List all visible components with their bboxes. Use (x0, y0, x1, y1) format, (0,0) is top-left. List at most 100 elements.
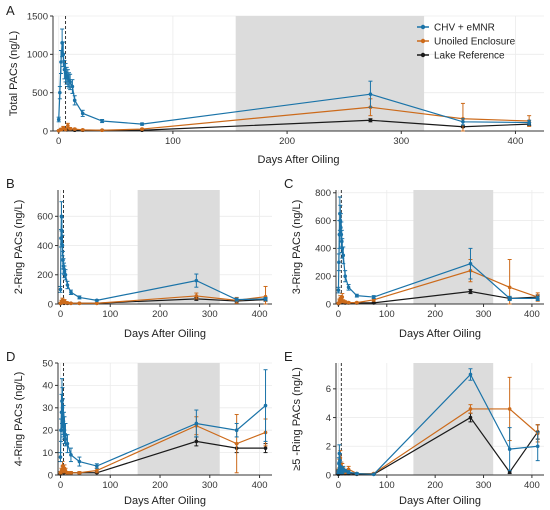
x-axis-title: Days After Oiling (399, 328, 481, 340)
data-point (346, 470, 351, 474)
data-point (77, 459, 82, 464)
x-tick-label: 200 (152, 480, 168, 491)
series-chv-emnr (336, 196, 540, 302)
legend-swatch-point (420, 52, 426, 58)
x-tick-label: 0 (58, 309, 63, 320)
data-point (140, 127, 144, 131)
data-point (59, 214, 64, 219)
data-point (68, 126, 72, 131)
data-point (61, 52, 66, 57)
data-point (69, 470, 73, 475)
shaded-period (413, 190, 494, 304)
data-point (58, 90, 62, 95)
x-tick-label: 400 (252, 480, 268, 491)
legend-swatch-point (420, 24, 426, 30)
data-point (194, 294, 199, 298)
data-point (346, 285, 351, 290)
x-tick-label: 0 (336, 480, 341, 491)
data-point (368, 92, 373, 96)
data-point (263, 297, 268, 301)
y-tick-label: 0 (48, 470, 53, 481)
data-point (69, 453, 73, 457)
panel-c: C 0 100 200 300 400 0 200 400 600 800 Days After Oi… (284, 176, 544, 340)
data-point (355, 471, 359, 476)
x-tick-label: 0 (56, 136, 61, 147)
y-tick-label: 400 (37, 241, 53, 252)
x-tick-label: 100 (102, 309, 118, 320)
data-point (65, 470, 70, 475)
data-point (62, 67, 67, 72)
data-point (535, 444, 540, 449)
data-point (507, 407, 512, 411)
data-point (337, 461, 341, 466)
series-chv-emnr (58, 201, 268, 303)
data-point (69, 290, 73, 295)
legend-entry: CHV + eMNR (417, 23, 495, 34)
data-point (371, 295, 376, 299)
y-tick-label: 40 (42, 381, 53, 392)
x-tick-label: 300 (476, 309, 492, 320)
y-axis-title: 3-Ring PACs (ng/L) (291, 200, 303, 295)
data-point (355, 293, 359, 298)
x-tick-label: 300 (393, 136, 409, 147)
y-tick-label: 600 (315, 216, 331, 227)
data-point (58, 455, 63, 459)
x-tick-label: 100 (165, 136, 181, 147)
data-point (60, 399, 64, 403)
panel-letter: B (6, 176, 15, 191)
x-tick-label: 0 (58, 480, 63, 491)
y-tick-label: 600 (37, 212, 53, 223)
y-tick-label: 0 (326, 299, 331, 310)
x-tick-label: 400 (524, 309, 540, 320)
y-tick-label: 30 (42, 403, 53, 414)
data-point (63, 272, 68, 277)
data-point (346, 300, 351, 305)
data-point (338, 464, 343, 469)
y-tick-label: 800 (315, 188, 331, 199)
data-point (66, 123, 70, 128)
data-point (70, 84, 75, 89)
data-point (72, 127, 77, 131)
data-point (61, 419, 66, 424)
x-tick-label: 400 (252, 309, 268, 320)
data-point (80, 128, 85, 132)
data-point (95, 464, 99, 468)
data-point (507, 470, 512, 474)
data-point (100, 128, 104, 133)
data-point (59, 60, 63, 64)
data-point (338, 218, 343, 223)
panel-b: B 0 100 200 300 400 0 200 400 600 Days After Oilin… (6, 176, 272, 340)
data-point (95, 468, 99, 473)
x-tick-label: 100 (379, 309, 395, 320)
data-point (60, 229, 64, 233)
panel-letter: E (284, 349, 293, 364)
data-point (63, 70, 68, 75)
data-point (61, 414, 65, 419)
panel-letter: A (6, 3, 15, 18)
data-point (72, 98, 77, 103)
data-point (527, 120, 531, 125)
y-tick-label: 0 (326, 470, 331, 481)
data-point (337, 260, 341, 265)
y-tick-label: 2 (326, 442, 331, 453)
panel-e: E 0 100 200 300 400 0 2 4 6 Days After Oiling ≥5 -R… (284, 349, 544, 507)
x-tick-label: 200 (427, 480, 443, 491)
data-point (100, 119, 104, 123)
legend-entry: Lake Reference (417, 51, 505, 62)
data-point (65, 441, 70, 446)
data-point (59, 410, 64, 415)
x-tick-label: 100 (379, 480, 395, 491)
y-tick-label: 200 (37, 270, 53, 281)
data-point (343, 274, 347, 278)
data-point (343, 300, 347, 304)
data-point (194, 278, 199, 283)
panel-letter: D (6, 349, 15, 364)
data-point (62, 270, 67, 274)
x-axis-title: Days After Oiling (258, 154, 340, 166)
data-point (340, 246, 345, 251)
data-point (468, 415, 473, 420)
data-point (336, 470, 341, 474)
series-unoiled-enclosure (58, 285, 268, 306)
data-point (65, 301, 70, 305)
data-point (263, 403, 268, 408)
